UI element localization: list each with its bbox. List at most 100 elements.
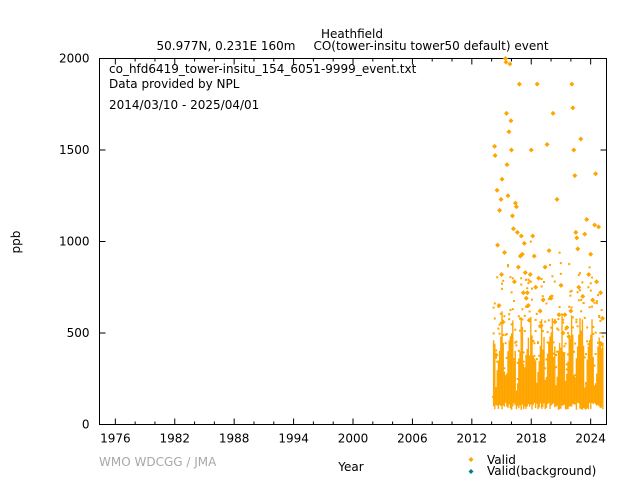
data-band-dot <box>600 309 603 312</box>
data-band-dot <box>523 330 526 333</box>
data-point <box>495 242 501 248</box>
data-band-dot <box>513 358 516 361</box>
data-band-dot <box>547 319 550 322</box>
data-band-dot <box>556 350 559 353</box>
data-band-dot <box>511 308 514 311</box>
data-point <box>580 293 586 299</box>
data-band-dot <box>565 368 568 371</box>
data-point <box>503 59 509 65</box>
data-band-dot <box>568 263 571 266</box>
data-band-dot <box>570 306 573 309</box>
data-point <box>596 224 602 230</box>
data-point <box>518 233 524 239</box>
legend-valid-label: Valid <box>487 453 516 467</box>
data-point <box>502 249 508 255</box>
data-point <box>598 290 604 296</box>
data-band-dot <box>503 315 506 318</box>
data-point <box>578 136 584 142</box>
y-tick-label: 2000 <box>59 52 90 66</box>
legend-valid-marker <box>468 457 474 462</box>
data-band-dot <box>495 356 498 359</box>
data-point <box>512 200 518 206</box>
watermark: WMO WDCGG / JMA <box>99 455 217 469</box>
data-point <box>594 279 600 285</box>
data-band-dot <box>515 344 518 347</box>
data-band-dot <box>574 374 577 377</box>
dataset-name: CO(tower-insitu tower50 default) event <box>313 39 548 53</box>
data-point <box>568 308 574 314</box>
data-band-dot <box>583 316 586 319</box>
x-tick-label: 1988 <box>219 432 250 446</box>
data-band-dot <box>527 278 530 281</box>
station-name: Heathfield <box>321 27 383 41</box>
data-band-dot <box>519 317 522 320</box>
x-tick-label: 1982 <box>159 432 190 446</box>
data-point <box>576 284 582 290</box>
data-point <box>496 303 502 309</box>
data-point <box>554 196 560 202</box>
data-point <box>514 229 520 235</box>
data-band-dot <box>517 349 520 352</box>
data-band-dot <box>551 275 554 278</box>
data-point <box>522 270 528 276</box>
data-band-dot <box>556 327 559 330</box>
data-point <box>538 323 544 329</box>
data-point <box>546 248 552 254</box>
data-point <box>524 290 530 296</box>
data-band-dot <box>595 300 598 303</box>
data-band-dot <box>577 274 580 277</box>
data-band-dot <box>502 333 505 336</box>
data-band-dot <box>505 333 508 336</box>
data-point <box>515 264 521 270</box>
data-point <box>599 341 605 347</box>
data-band-dot <box>526 306 529 309</box>
data-band-dot <box>594 331 597 334</box>
data-point <box>511 279 517 285</box>
data-band-dot <box>582 301 585 304</box>
data-band-dot <box>576 291 579 294</box>
data-band-dot <box>510 323 513 326</box>
data-band-dot <box>550 294 553 297</box>
data-band-dot <box>505 356 508 359</box>
data-band-dot <box>546 331 549 334</box>
data-band-dot <box>555 366 558 369</box>
data-band-dot <box>545 302 548 305</box>
data-point <box>575 246 581 252</box>
data-point <box>574 235 580 241</box>
station-location: 50.977N, 0.231E 160m <box>157 39 296 53</box>
data-band-dot <box>574 342 577 345</box>
data-band-dot <box>541 330 544 333</box>
data-band-dot <box>535 358 538 361</box>
data-band-dot <box>499 312 502 315</box>
data-band-dot <box>514 341 517 344</box>
data-band-dot <box>507 263 510 266</box>
data-band-dot <box>550 326 553 329</box>
data-band-dot <box>598 314 601 317</box>
data-point <box>492 143 498 149</box>
data-band-dot <box>533 354 536 357</box>
data-band-dot <box>533 342 536 345</box>
data-band-dot <box>579 289 582 292</box>
data-band-dot <box>531 287 534 290</box>
data-band-dot <box>497 327 500 330</box>
data-band-dot <box>503 367 506 370</box>
data-band-dot <box>493 302 496 305</box>
data-point <box>504 162 510 168</box>
data-band-dot <box>493 317 496 320</box>
data-point <box>566 334 572 340</box>
data-band-dot <box>585 382 588 385</box>
data-band-dot <box>538 354 541 357</box>
data-band-dot <box>525 305 528 308</box>
data-band-dot <box>567 332 570 335</box>
data-band-dot <box>557 328 560 331</box>
data-band-dot <box>585 353 588 356</box>
data-band-dot <box>569 294 572 297</box>
data-point <box>498 196 504 202</box>
data-band-dot <box>513 299 516 302</box>
data-point <box>494 187 500 193</box>
data-band-dot <box>593 364 596 367</box>
data-point <box>570 105 576 111</box>
data-band-dot <box>514 328 517 331</box>
data-band-dot <box>552 352 555 355</box>
